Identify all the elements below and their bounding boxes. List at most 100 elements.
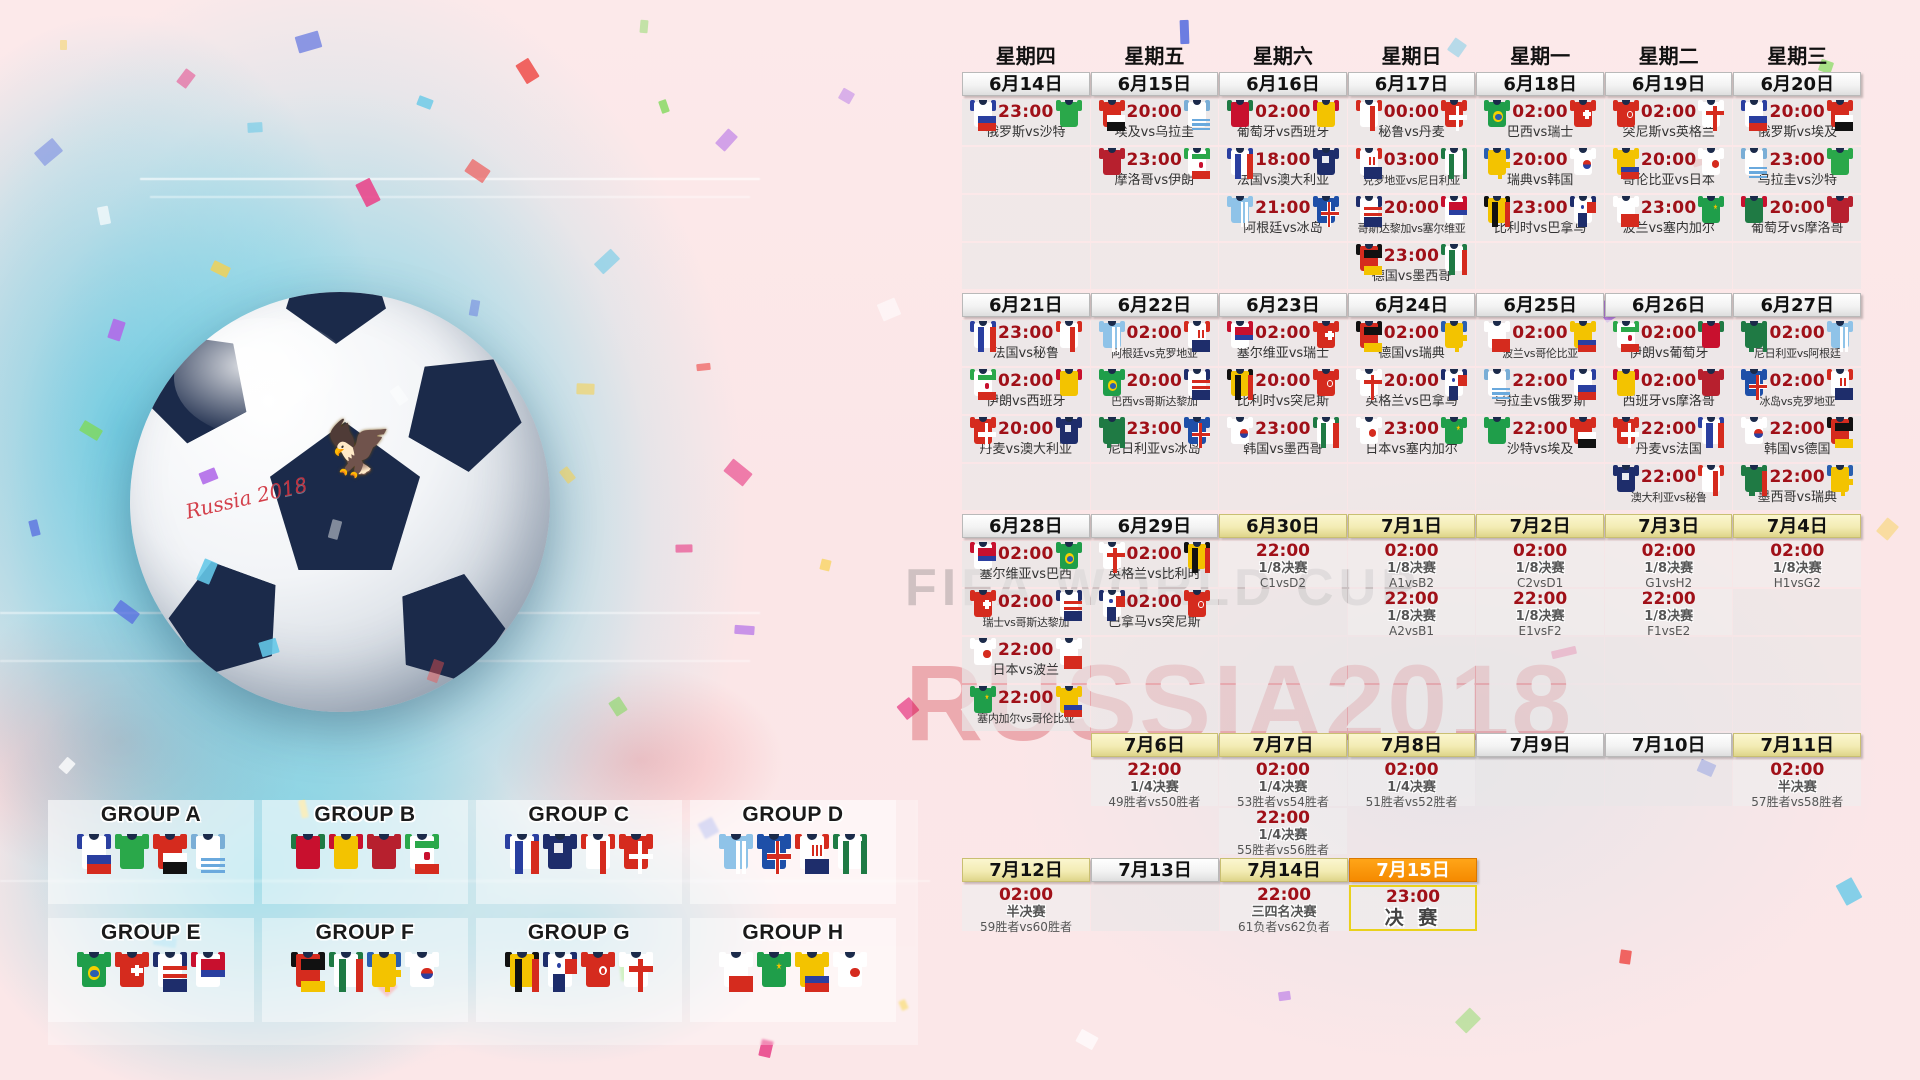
group-match-cell[interactable]: 00:00 秘鲁vs丹麦 (1347, 99, 1476, 145)
group-box-group-d[interactable]: GROUP D (690, 800, 896, 904)
date-header[interactable]: 7月15日 (1349, 858, 1477, 882)
group-box-group-f[interactable]: GROUP F (262, 918, 468, 1022)
group-match-cell[interactable]: 23:00 日本vs塞内加尔 (1347, 416, 1476, 462)
date-header[interactable]: 6月14日 (962, 72, 1090, 96)
group-match-cell[interactable]: 02:00 突尼斯vs英格兰 (1604, 99, 1733, 145)
date-header[interactable]: 6月30日 (1219, 514, 1347, 538)
date-header[interactable]: 7月2日 (1476, 514, 1604, 538)
date-header[interactable]: 6月28日 (962, 514, 1090, 538)
group-box-group-a[interactable]: GROUP A (48, 800, 254, 904)
date-header[interactable]: 6月20日 (1733, 72, 1862, 96)
date-header[interactable]: 6月26日 (1604, 293, 1733, 317)
date-header[interactable]: 7月9日 (1476, 733, 1604, 757)
group-box-group-g[interactable]: GROUP G (476, 918, 682, 1022)
group-match-cell[interactable]: 22:00 日本vs波兰 (962, 637, 1090, 683)
date-header[interactable]: 6月27日 (1733, 293, 1862, 317)
group-match-cell[interactable]: 22:00 澳大利亚vs秘鲁 (1604, 464, 1733, 510)
knockout-match-cell[interactable]: 02:00 1/8决赛 C2vsD1 (1476, 541, 1604, 590)
date-header[interactable]: 7月4日 (1733, 514, 1862, 538)
group-match-cell[interactable]: 21:00 阿根廷vs冰岛 (1219, 195, 1347, 241)
group-match-cell[interactable]: 18:00 法国vs澳大利亚 (1219, 147, 1347, 193)
date-header[interactable]: 7月3日 (1604, 514, 1733, 538)
group-match-cell[interactable]: 23:00 韩国vs墨西哥 (1219, 416, 1347, 462)
group-match-cell[interactable]: 20:00 巴西vs哥斯达黎加 (1090, 368, 1219, 414)
date-header[interactable]: 6月16日 (1219, 72, 1347, 96)
group-match-cell[interactable]: 23:00 俄罗斯vs沙特 (962, 99, 1090, 145)
date-header[interactable]: 7月7日 (1219, 733, 1347, 757)
group-match-cell[interactable]: 20:00 哥伦比亚vs日本 (1604, 147, 1733, 193)
date-header[interactable]: 7月1日 (1347, 514, 1476, 538)
date-header[interactable]: 6月24日 (1347, 293, 1476, 317)
final-match-cell[interactable]: 23:00 决 赛 (1349, 885, 1477, 931)
date-header[interactable]: 6月29日 (1090, 514, 1219, 538)
group-match-cell[interactable]: 23:00 德国vs墨西哥 (1347, 243, 1476, 289)
date-header[interactable]: 7月11日 (1733, 733, 1862, 757)
group-match-cell[interactable]: 23:00 乌拉圭vs沙特 (1733, 147, 1862, 193)
knockout-match-cell[interactable]: 22:00 1/8决赛 C1vsD2 (1219, 541, 1347, 590)
group-box-group-c[interactable]: GROUP C (476, 800, 682, 904)
date-header[interactable]: 6月21日 (962, 293, 1090, 317)
date-header[interactable]: 6月15日 (1090, 72, 1219, 96)
group-match-cell[interactable]: 02:00 伊朗vs西班牙 (962, 368, 1090, 414)
group-match-cell[interactable]: 02:00 冰岛vs克罗地亚 (1733, 368, 1862, 414)
date-header[interactable]: 6月23日 (1219, 293, 1347, 317)
knockout-match-cell[interactable]: 02:00 半决赛 59胜者vs60胜者 (962, 885, 1090, 934)
knockout-match-cell[interactable]: 02:00 1/8决赛 H1vsG2 (1733, 541, 1862, 590)
group-match-cell[interactable]: 02:00 巴西vs瑞士 (1476, 99, 1604, 145)
group-match-cell[interactable]: 23:00 摩洛哥vs伊朗 (1090, 147, 1219, 193)
knockout-match-cell[interactable]: 22:00 三四名决赛 61负者vs62负者 (1220, 885, 1348, 934)
group-match-cell[interactable]: 02:00 葡萄牙vs西班牙 (1219, 99, 1347, 145)
group-match-cell[interactable]: 02:00 瑞士vs哥斯达黎加 (962, 589, 1090, 635)
group-box-group-h[interactable]: GROUP H (690, 918, 896, 1022)
knockout-match-cell[interactable]: 22:00 1/4决赛 55胜者vs56胜者 (1219, 808, 1347, 857)
date-header[interactable]: 7月12日 (962, 858, 1090, 882)
group-match-cell[interactable]: 22:00 墨西哥vs瑞典 (1733, 464, 1862, 510)
knockout-match-cell[interactable]: 02:00 1/4决赛 51胜者vs52胜者 (1347, 760, 1476, 809)
group-match-cell[interactable]: 02:00 德国vs瑞典 (1347, 320, 1476, 366)
group-match-cell[interactable]: 20:00 埃及vs乌拉圭 (1090, 99, 1219, 145)
group-match-cell[interactable]: 22:00 沙特vs埃及 (1476, 416, 1604, 462)
knockout-match-cell[interactable]: 02:00 1/8决赛 A1vsB2 (1347, 541, 1476, 590)
date-header[interactable]: 6月18日 (1476, 72, 1604, 96)
date-header[interactable]: 6月17日 (1347, 72, 1476, 96)
date-header[interactable]: 7月13日 (1091, 858, 1219, 882)
knockout-match-cell[interactable]: 02:00 1/8决赛 G1vsH2 (1604, 541, 1733, 590)
group-match-cell[interactable]: 03:00 克罗地亚vs尼日利亚 (1347, 147, 1476, 193)
date-header[interactable]: 7月14日 (1220, 858, 1348, 882)
group-match-cell[interactable]: 02:00 尼日利亚vs阿根廷 (1733, 320, 1862, 366)
group-box-group-b[interactable]: GROUP B (262, 800, 468, 904)
knockout-match-cell[interactable]: 22:00 1/8决赛 E1vsF2 (1476, 589, 1604, 638)
knockout-match-cell[interactable]: 22:00 1/8决赛 F1vsE2 (1604, 589, 1733, 638)
group-match-cell[interactable]: 20:00 葡萄牙vs摩洛哥 (1733, 195, 1862, 241)
group-match-cell[interactable]: 20:00 英格兰vs巴拿马 (1347, 368, 1476, 414)
group-match-cell[interactable]: 02:00 英格兰vs比利时 (1090, 541, 1219, 587)
group-box-group-e[interactable]: GROUP E (48, 918, 254, 1022)
date-header[interactable]: 6月25日 (1476, 293, 1604, 317)
group-match-cell[interactable]: 20:00 比利时vs突尼斯 (1219, 368, 1347, 414)
group-match-cell[interactable]: 02:00 巴拿马vs突尼斯 (1090, 589, 1219, 635)
date-header[interactable]: 7月6日 (1090, 733, 1219, 757)
group-match-cell[interactable]: 23:00 波兰vs塞内加尔 (1604, 195, 1733, 241)
group-match-cell[interactable]: 23:00 比利时vs巴拿马 (1476, 195, 1604, 241)
knockout-match-cell[interactable]: 02:00 1/4决赛 53胜者vs54胜者 (1219, 760, 1347, 809)
date-header[interactable]: 6月22日 (1090, 293, 1219, 317)
group-match-cell[interactable]: 22:00 乌拉圭vs俄罗斯 (1476, 368, 1604, 414)
group-match-cell[interactable]: 22:00 韩国vs德国 (1733, 416, 1862, 462)
group-match-cell[interactable]: 22:00 丹麦vs法国 (1604, 416, 1733, 462)
group-match-cell[interactable]: 20:00 丹麦vs澳大利亚 (962, 416, 1090, 462)
group-match-cell[interactable]: 02:00 西班牙vs摩洛哥 (1604, 368, 1733, 414)
knockout-match-cell[interactable]: 22:00 1/4决赛 49胜者vs50胜者 (1090, 760, 1219, 809)
knockout-match-cell[interactable]: 02:00 半决赛 57胜者vs58胜者 (1733, 760, 1862, 809)
date-header[interactable]: 7月8日 (1347, 733, 1476, 757)
date-header[interactable]: 6月19日 (1604, 72, 1733, 96)
knockout-match-cell[interactable]: 22:00 1/8决赛 A2vsB1 (1347, 589, 1476, 638)
group-match-cell[interactable]: 20:00 哥斯达黎加vs塞尔维亚 (1347, 195, 1476, 241)
group-match-cell[interactable]: 02:00 塞尔维亚vs巴西 (962, 541, 1090, 587)
group-match-cell[interactable]: 20:00 瑞典vs韩国 (1476, 147, 1604, 193)
group-match-cell[interactable]: 23:00 尼日利亚vs冰岛 (1090, 416, 1219, 462)
group-match-cell[interactable]: 23:00 法国vs秘鲁 (962, 320, 1090, 366)
group-match-cell[interactable]: 02:00 伊朗vs葡萄牙 (1604, 320, 1733, 366)
group-match-cell[interactable]: 22:00 塞内加尔vs哥伦比亚 (962, 685, 1090, 731)
group-match-cell[interactable]: 20:00 俄罗斯vs埃及 (1733, 99, 1862, 145)
group-match-cell[interactable]: 02:00 阿根廷vs克罗地亚 (1090, 320, 1219, 366)
